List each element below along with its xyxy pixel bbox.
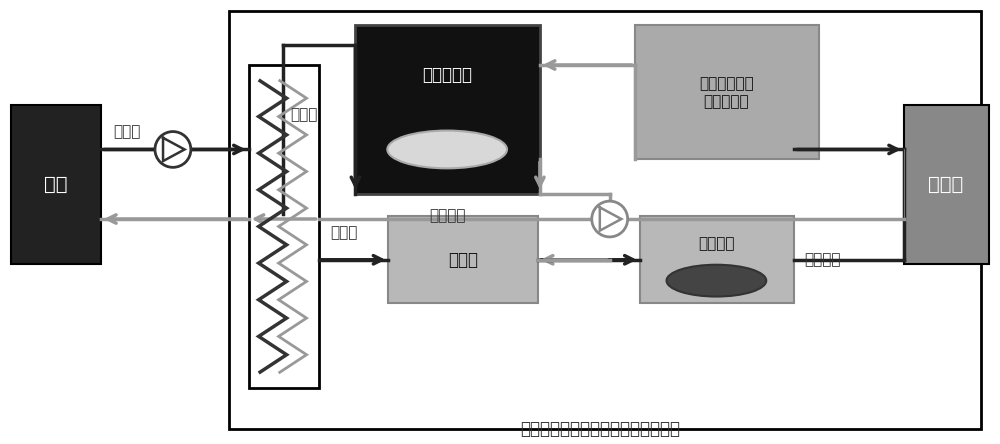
Text: 电加热器: 电加热器 (804, 252, 841, 267)
Text: 热源: 热源 (44, 175, 68, 194)
Text: 谷段电及其他
不规律能源: 谷段电及其他 不规律能源 (699, 77, 754, 109)
Bar (904, 105, 989, 264)
Text: 换热器: 换热器 (448, 251, 478, 269)
Bar (355, 25, 540, 194)
Text: 熔盐储热罐: 熔盐储热罐 (422, 66, 472, 84)
Text: 电加热器: 电加热器 (429, 209, 465, 223)
Text: 带熔盐蓄能供热系统的楼宇换热机组: 带熔盐蓄能供热系统的楼宇换热机组 (520, 420, 680, 438)
Bar (388, 216, 538, 304)
Bar (635, 25, 819, 159)
Text: 电加热箱: 电加热箱 (698, 236, 735, 251)
Text: 二次网: 二次网 (330, 225, 358, 240)
Bar (11, 105, 101, 264)
Text: 一次网: 一次网 (113, 124, 140, 139)
Ellipse shape (387, 131, 507, 168)
Circle shape (592, 201, 628, 237)
Bar (249, 65, 319, 388)
Circle shape (155, 131, 191, 167)
Ellipse shape (667, 265, 766, 297)
Text: 热用户: 热用户 (928, 175, 963, 194)
Bar (640, 216, 794, 304)
Bar (229, 12, 981, 429)
Text: 熔盐管: 熔盐管 (291, 107, 318, 122)
